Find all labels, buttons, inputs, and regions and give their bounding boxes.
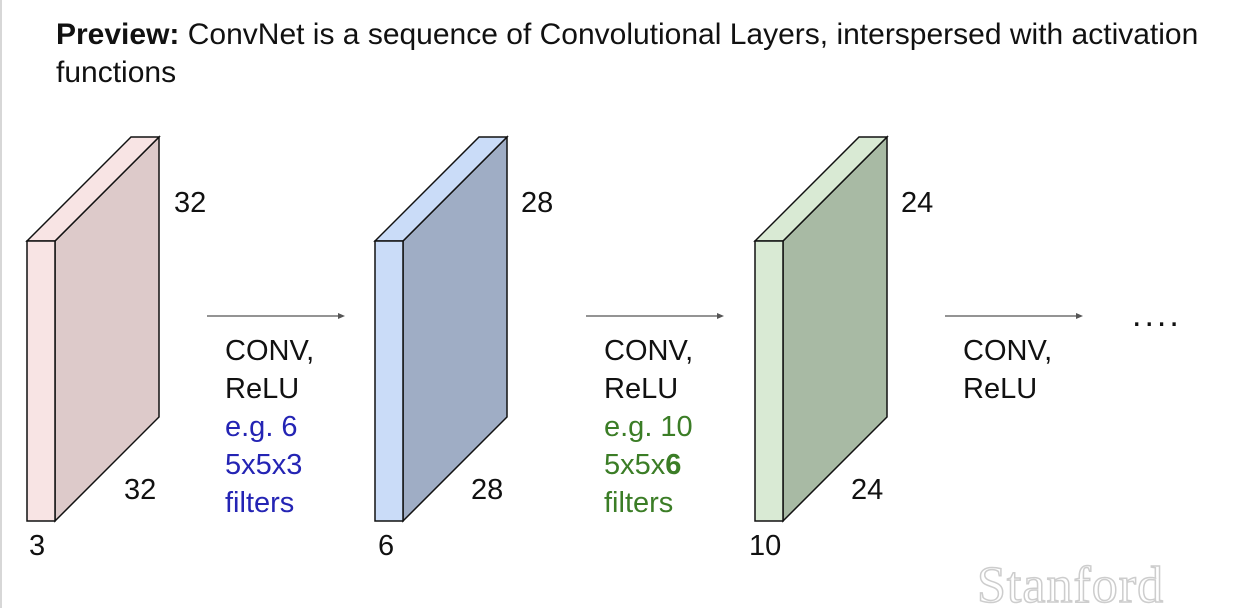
volume-conv1-width-label: 28 bbox=[471, 474, 503, 506]
volume-conv2-front bbox=[754, 240, 784, 522]
arrow-2 bbox=[586, 313, 724, 319]
operation-1-line4: 5x5x3 bbox=[225, 449, 303, 481]
volume-input-depth-label: 3 bbox=[29, 530, 45, 562]
operation-2-line5: filters bbox=[604, 487, 674, 519]
operation-2-line2: ReLU bbox=[604, 373, 679, 405]
volume-conv1-front bbox=[374, 240, 404, 522]
operation-3-label: CONV, ReLU bbox=[963, 332, 1052, 408]
operation-2-label: CONV, ReLU e.g. 10 5x5x6 filters bbox=[604, 332, 693, 522]
arrow-1 bbox=[207, 313, 345, 319]
operation-1-line3: e.g. 6 bbox=[225, 411, 298, 443]
continuation-ellipsis: .... bbox=[1132, 296, 1182, 334]
operation-1-line5: filters bbox=[225, 487, 295, 519]
volume-conv2-height-label: 24 bbox=[901, 187, 933, 219]
volume-conv2-side bbox=[782, 135, 888, 523]
volume-input-height-label: 32 bbox=[174, 187, 206, 219]
operation-1-label: CONV, ReLU e.g. 6 5x5x3 filters bbox=[225, 332, 314, 522]
volume-conv2-depth-label: 10 bbox=[749, 530, 781, 562]
volume-input-width-label: 32 bbox=[124, 474, 156, 506]
volume-conv1-height-label: 28 bbox=[521, 187, 553, 219]
operation-2-line3: e.g. 10 bbox=[604, 411, 693, 443]
volume-conv1: 28 28 6 bbox=[373, 135, 553, 562]
volume-conv1-side bbox=[402, 135, 508, 523]
title-text: ConvNet is a sequence of Convolutional L… bbox=[56, 18, 1199, 89]
operation-1-line2: ReLU bbox=[225, 373, 300, 405]
volume-conv2: 24 24 10 bbox=[749, 135, 933, 562]
volume-input-front bbox=[26, 240, 56, 522]
slide-title: Preview: ConvNet is a sequence of Convol… bbox=[56, 16, 1206, 92]
operation-3-line1: CONV, bbox=[963, 335, 1053, 367]
arrow-3 bbox=[945, 313, 1083, 319]
title-bold-prefix: Preview: bbox=[56, 18, 180, 51]
volume-input: 32 32 3 bbox=[25, 135, 206, 562]
operation-1-line1: CONV, bbox=[225, 335, 315, 367]
volume-conv2-width-label: 24 bbox=[851, 474, 883, 506]
operation-2-line4: 5x5x6 bbox=[604, 449, 682, 481]
volume-input-side bbox=[54, 135, 160, 523]
operation-2-line1: CONV, bbox=[604, 335, 694, 367]
operation-3-line2: ReLU bbox=[963, 373, 1038, 405]
volume-conv1-depth-label: 6 bbox=[378, 530, 394, 562]
stanford-logo: Stanford bbox=[976, 556, 1165, 615]
